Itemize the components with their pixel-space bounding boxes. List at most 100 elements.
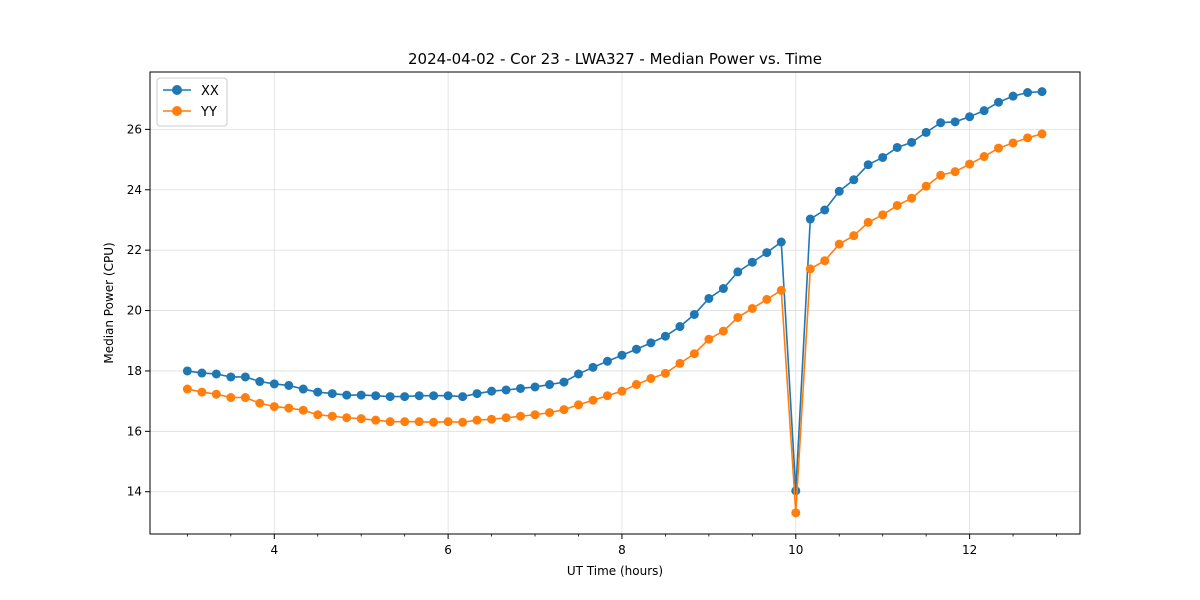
data-point-yy xyxy=(950,167,960,177)
y-tick-label: 22 xyxy=(127,243,142,257)
data-point-yy xyxy=(776,285,786,295)
data-point-yy xyxy=(356,414,366,424)
data-point-xx xyxy=(327,389,337,399)
data-point-yy xyxy=(342,413,352,423)
data-point-yy xyxy=(994,143,1004,153)
y-tick-label: 14 xyxy=(127,485,142,499)
plot-frame xyxy=(149,71,1081,535)
data-point-yy xyxy=(863,217,873,227)
data-point-xx xyxy=(936,118,946,128)
data-point-xx xyxy=(718,284,728,294)
data-point-xx xyxy=(313,387,323,397)
data-point-xx xyxy=(385,392,395,402)
data-point-yy xyxy=(646,373,656,383)
data-point-yy xyxy=(675,358,685,368)
data-point-xx xyxy=(371,391,381,401)
data-point-yy xyxy=(443,417,453,427)
data-point-yy xyxy=(226,393,236,403)
legend: XX YY xyxy=(156,77,228,127)
data-point-xx xyxy=(776,237,786,247)
data-point-yy xyxy=(371,415,381,425)
data-point-xx xyxy=(791,486,801,496)
data-point-yy xyxy=(327,411,337,421)
data-point-yy xyxy=(602,391,612,401)
chart-title: 2024-04-02 - Cor 23 - LWA327 - Median Po… xyxy=(408,50,822,68)
data-point-yy xyxy=(747,303,757,313)
data-point-xx xyxy=(443,391,453,401)
data-point-xx xyxy=(660,331,670,341)
x-tick-label: 4 xyxy=(270,543,278,557)
data-point-xx xyxy=(805,214,815,224)
data-point-yy xyxy=(936,170,946,180)
data-point-xx xyxy=(646,338,656,348)
data-point-yy xyxy=(313,410,323,420)
data-point-xx xyxy=(689,309,699,319)
data-point-yy xyxy=(660,368,670,378)
series-layer xyxy=(182,87,1047,518)
data-point-yy xyxy=(400,417,410,427)
legend-label-xx: XX xyxy=(201,84,219,99)
data-point-xx xyxy=(849,175,859,185)
data-point-yy xyxy=(458,417,468,427)
data-point-xx xyxy=(414,391,424,401)
data-point-yy xyxy=(718,326,728,336)
data-point-yy xyxy=(559,405,569,415)
data-point-yy xyxy=(385,417,395,427)
data-point-yy xyxy=(182,384,192,394)
data-point-yy xyxy=(472,415,482,425)
data-point-xx xyxy=(472,389,482,399)
x-axis-label: UT Time (hours) xyxy=(567,564,663,578)
data-point-xx xyxy=(211,369,221,379)
y-tick-label: 20 xyxy=(127,304,142,318)
data-point-yy xyxy=(689,349,699,359)
data-point-yy xyxy=(255,398,265,408)
y-tick-label: 26 xyxy=(127,122,142,136)
x-tick-label: 12 xyxy=(962,543,977,557)
y-tick-label: 24 xyxy=(127,183,142,197)
data-point-yy xyxy=(269,402,279,412)
data-point-xx xyxy=(704,293,714,303)
data-point-yy xyxy=(240,393,250,403)
x-tick-label: 6 xyxy=(444,543,452,557)
data-point-yy xyxy=(805,264,815,274)
data-point-xx xyxy=(965,112,975,122)
data-point-xx xyxy=(501,385,511,395)
data-point-yy xyxy=(733,312,743,322)
data-point-xx xyxy=(458,392,468,402)
plot-area xyxy=(150,72,1080,534)
data-point-xx xyxy=(834,186,844,196)
data-point-xx xyxy=(1023,88,1033,98)
data-point-xx xyxy=(617,350,627,360)
data-point-yy xyxy=(631,380,641,390)
data-point-xx xyxy=(255,377,265,387)
data-point-xx xyxy=(574,369,583,379)
legend-label-yy: YY xyxy=(200,105,217,120)
data-point-yy xyxy=(211,389,221,399)
data-point-xx xyxy=(226,372,236,382)
data-point-yy xyxy=(834,239,844,249)
data-point-xx xyxy=(342,390,352,400)
data-point-xx xyxy=(994,97,1004,107)
data-point-yy xyxy=(878,210,888,220)
data-point-xx xyxy=(588,362,598,372)
data-point-xx xyxy=(269,379,279,389)
data-point-yy xyxy=(849,231,859,241)
data-point-xx xyxy=(747,257,757,267)
data-point-yy xyxy=(1023,133,1033,143)
data-point-xx xyxy=(284,380,294,390)
data-point-xx xyxy=(530,382,540,392)
data-point-xx xyxy=(356,390,366,400)
data-point-yy xyxy=(979,152,989,162)
y-tick-label: 16 xyxy=(127,424,142,438)
data-point-xx xyxy=(487,386,497,396)
data-point-xx xyxy=(979,106,989,116)
data-point-yy xyxy=(791,508,801,518)
data-point-yy xyxy=(1008,138,1018,148)
data-point-yy xyxy=(762,294,772,304)
data-point-yy xyxy=(820,256,830,266)
data-point-yy xyxy=(284,403,294,413)
data-point-xx xyxy=(602,356,612,366)
data-point-xx xyxy=(298,384,308,394)
data-point-xx xyxy=(820,205,830,215)
